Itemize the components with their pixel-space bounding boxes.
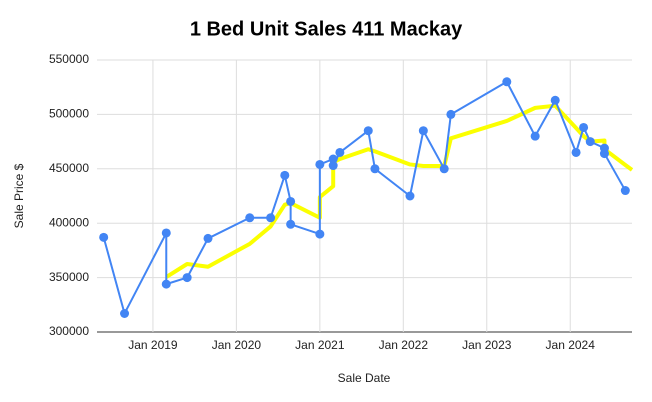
y-tick-label: 300000 [49, 324, 89, 338]
data-point [286, 219, 296, 229]
x-axis-title: Sale Date [338, 371, 391, 385]
data-point [502, 77, 512, 87]
data-point [203, 233, 213, 243]
x-tick-label: Jan 2022 [379, 338, 429, 352]
data-point [550, 95, 560, 105]
data-point [315, 229, 325, 239]
data-point [335, 147, 345, 157]
chart-title: 1 Bed Unit Sales 411 Mackay [190, 18, 463, 40]
data-point [579, 122, 589, 132]
data-point [446, 109, 456, 119]
data-point [363, 126, 373, 136]
data-point [280, 170, 290, 180]
data-point [439, 164, 449, 174]
y-tick-label: 500000 [49, 107, 89, 121]
data-point [328, 161, 338, 171]
y-axis-title: Sale Price $ [12, 163, 26, 228]
x-tick-label: Jan 2021 [295, 338, 345, 352]
data-point [418, 126, 428, 136]
data-point [161, 228, 171, 238]
data-point [620, 186, 630, 196]
y-tick-label: 350000 [49, 270, 89, 284]
data-point [161, 279, 171, 289]
data-point [120, 309, 130, 319]
y-tick-label: 550000 [49, 52, 89, 66]
data-point [571, 147, 581, 157]
data-point [245, 213, 255, 223]
data-point [182, 273, 192, 283]
x-tick-label: Jan 2024 [546, 338, 596, 352]
y-tick-label: 450000 [49, 161, 89, 175]
x-tick-label: Jan 2019 [128, 338, 178, 352]
data-point [99, 232, 109, 242]
y-tick-label: 400000 [49, 215, 89, 229]
data-point [315, 159, 325, 169]
data-point [266, 213, 276, 223]
data-point [599, 149, 609, 159]
x-tick-label: Jan 2020 [212, 338, 262, 352]
data-point [530, 131, 540, 141]
data-point [585, 137, 595, 147]
data-point [405, 191, 415, 201]
data-point [370, 164, 380, 174]
data-point [328, 154, 338, 164]
data-point [286, 196, 296, 206]
x-tick-label: Jan 2023 [462, 338, 512, 352]
